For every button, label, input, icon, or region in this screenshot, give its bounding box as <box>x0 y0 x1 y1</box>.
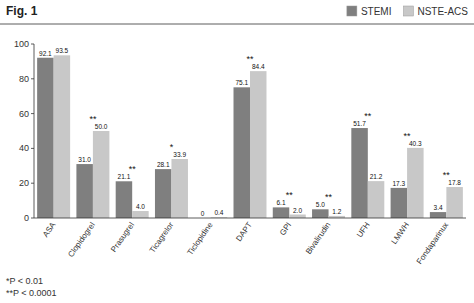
data-label: 6.1 <box>277 199 286 206</box>
x-tick-label: DAPT <box>234 221 254 244</box>
data-label: 28.1 <box>157 161 170 168</box>
significance: ** <box>129 164 137 174</box>
data-label: 51.7 <box>353 120 366 127</box>
footnote: **P < 0.0001 <box>6 288 57 298</box>
bar <box>76 164 92 218</box>
data-label: 31.0 <box>78 156 91 163</box>
footnote: *P < 0.01 <box>6 276 43 286</box>
legend-swatch <box>347 6 357 16</box>
significance: * <box>170 142 174 152</box>
legend-swatch <box>403 6 413 16</box>
x-tick-label: Prasugrel <box>109 220 136 253</box>
y-tick <box>31 113 34 114</box>
data-label: 84.4 <box>252 63 265 70</box>
data-label: 75.1 <box>235 79 248 86</box>
bar <box>234 87 250 218</box>
data-label: 0.4 <box>214 209 223 216</box>
significance: ** <box>89 114 97 124</box>
y-tick-label: 0 <box>24 213 29 223</box>
x-tick-label: Fondaparinux <box>415 221 450 266</box>
x-tick-label: Clopidogrel <box>66 220 97 258</box>
bars <box>37 55 463 218</box>
bar <box>312 209 328 218</box>
data-label: 3.4 <box>434 204 443 211</box>
data-label: 33.9 <box>173 151 186 158</box>
data-label: 1.2 <box>332 208 341 215</box>
y-tick-label: 60 <box>19 109 29 119</box>
bar <box>430 212 446 218</box>
x-tick-label: LMWH <box>390 220 412 245</box>
data-label: 40.3 <box>409 140 422 147</box>
data-label: 92.1 <box>39 50 52 57</box>
y-tick <box>31 78 34 79</box>
bar <box>155 169 171 218</box>
y-tick <box>31 148 34 149</box>
title-rule <box>0 24 474 25</box>
x-tick-label: ASA <box>41 220 58 239</box>
bar <box>446 187 462 218</box>
x-tick-label: Bivalirudin <box>304 221 333 256</box>
data-label: 93.5 <box>56 47 69 54</box>
y-tick-label: 40 <box>19 143 29 153</box>
data-label: 50.0 <box>95 123 108 130</box>
bar <box>116 181 132 218</box>
x-tick-label: Ticagrelor <box>148 220 176 254</box>
data-label: 21.2 <box>370 173 383 180</box>
x-tick-label: UFH <box>355 220 372 239</box>
bar <box>391 188 407 218</box>
bar <box>289 215 305 218</box>
data-label: 17.8 <box>448 179 461 186</box>
y-tick-label: 80 <box>19 74 29 84</box>
significance: ** <box>325 192 333 202</box>
significance: ** <box>246 54 254 64</box>
bar <box>368 181 384 218</box>
data-label: 17.3 <box>393 180 406 187</box>
title: Fig. 1 <box>6 4 38 18</box>
significance: ** <box>443 170 451 180</box>
y-tick-label: 20 <box>19 178 29 188</box>
legend-label: STEMI <box>361 6 392 17</box>
x-axis <box>34 218 466 219</box>
chart: Fig. 1 NSTE-ACS STEMI 0 20 40 60 80 100 ASA Clopid… <box>0 0 474 303</box>
bar <box>407 148 423 218</box>
legend-label: NSTE-ACS <box>417 6 468 17</box>
bar <box>171 159 187 218</box>
y-tick <box>31 44 34 45</box>
y-tick <box>31 183 34 184</box>
bar <box>93 131 109 218</box>
x-tick-label: Ticlopidine <box>186 220 215 257</box>
y-tick-label: 100 <box>14 39 29 49</box>
bar <box>273 207 289 218</box>
bar <box>132 211 148 218</box>
y-axis <box>34 44 35 218</box>
data-label: 4.0 <box>136 203 145 210</box>
bar <box>37 58 53 218</box>
significance: ** <box>404 131 412 141</box>
legend: NSTE-ACS STEMI <box>347 6 468 17</box>
x-tick-label: GPI <box>278 221 293 237</box>
bar <box>54 55 70 218</box>
significance: ** <box>364 111 372 121</box>
significance: ** <box>286 190 294 200</box>
data-label: 2.0 <box>293 207 302 214</box>
data-label: 21.1 <box>118 173 131 180</box>
bar <box>351 128 367 218</box>
y-tick <box>31 218 34 219</box>
data-label: 5.0 <box>316 201 325 208</box>
bar <box>250 71 266 218</box>
data-label: 0 <box>201 210 205 217</box>
